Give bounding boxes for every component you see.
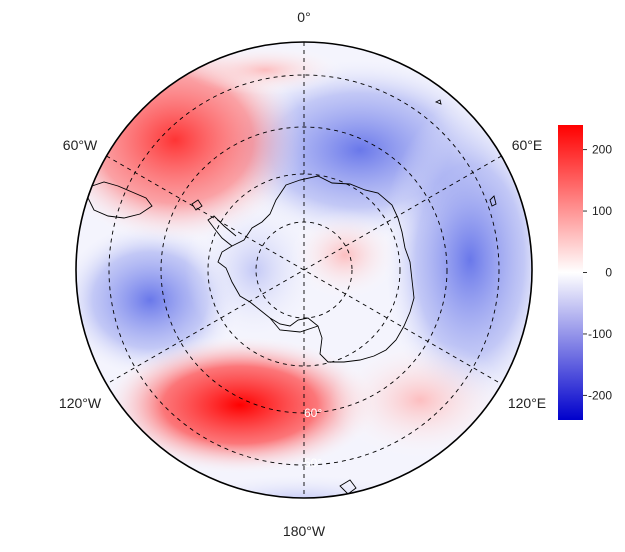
- map-boundary: [75, 41, 533, 499]
- antarctic-peninsula: [207, 215, 237, 247]
- ross-ice-shelf-edge: [269, 317, 319, 333]
- latitude-label-60: 60°: [304, 406, 322, 420]
- island-east: [489, 195, 497, 207]
- new-zealand-tip: [339, 479, 357, 495]
- island-north: [434, 99, 442, 105]
- graticule: [106, 42, 502, 498]
- field-positive-southeast: [330, 340, 510, 460]
- island-group-west: [191, 199, 203, 211]
- south-america-coastline: [87, 181, 153, 219]
- antarctica-coastline: [217, 175, 415, 363]
- field-positive-south: [100, 335, 380, 475]
- colorbar-tick-label: -100: [588, 327, 612, 341]
- colorbar-tick-label: -200: [588, 388, 612, 402]
- longitude-label-upper-left: 60°W: [63, 137, 98, 153]
- coastlines: [87, 99, 497, 495]
- colorbar-tick-label: 0: [605, 266, 612, 280]
- longitude-label-bottom: 180°W: [283, 523, 326, 539]
- longitude-label-lower-right: 120°E: [508, 395, 546, 411]
- colorbar-ramp: [558, 125, 583, 420]
- anomaly-field: [76, 42, 532, 498]
- longitude-label-upper-right: 60°E: [512, 137, 543, 153]
- latitude-circle-50: [108, 74, 500, 466]
- field-positive-center: [290, 210, 400, 300]
- field-positive-top: [185, 45, 345, 95]
- colorbar-ticks: 200 100 0 -100 -200: [583, 143, 612, 402]
- colorbar-tick-label: 200: [592, 143, 612, 157]
- longitude-label-lower-left: 120°W: [59, 395, 102, 411]
- longitude-label-top: 0°: [297, 9, 310, 25]
- field-negative-south: [160, 470, 440, 498]
- latitude-label-50: 50°: [304, 456, 322, 470]
- colorbar-tick-label: 100: [592, 204, 612, 218]
- colorbar: 200 100 0 -100 -200: [558, 125, 612, 420]
